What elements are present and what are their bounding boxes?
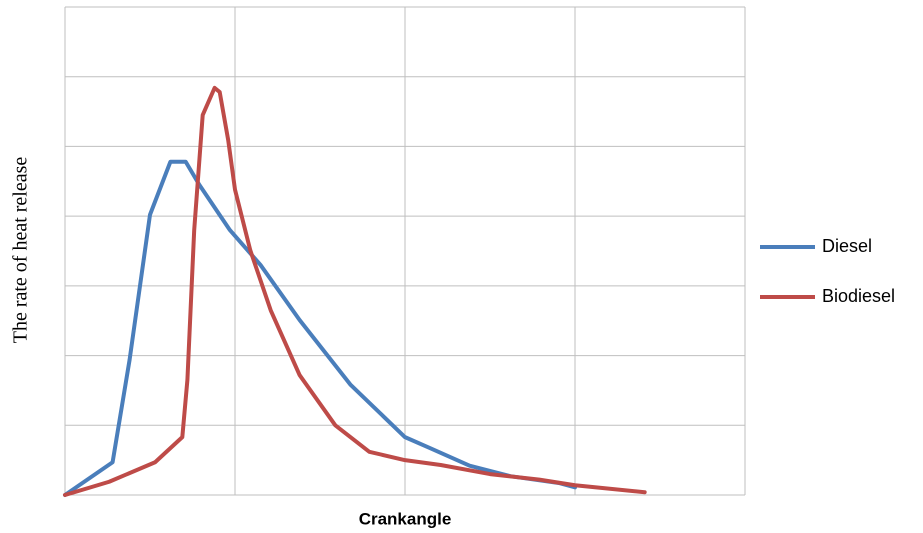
x-axis-label: Crankangle [359, 509, 452, 528]
y-axis-label: The rate of heat release [10, 157, 32, 344]
line-series [63, 159, 577, 497]
legend-label: Diesel [822, 236, 872, 256]
legend-label: Biodiesel [822, 286, 895, 306]
line-series [63, 85, 647, 497]
